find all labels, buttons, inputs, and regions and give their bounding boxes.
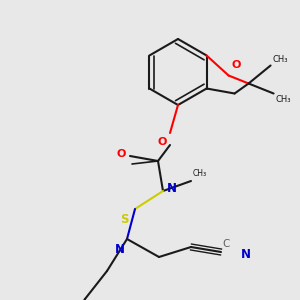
Text: O: O: [117, 149, 126, 159]
Text: O: O: [157, 137, 167, 147]
Text: N: N: [115, 243, 125, 256]
Text: CH₃: CH₃: [276, 95, 291, 104]
Text: N: N: [167, 182, 177, 196]
Text: CH₃: CH₃: [273, 55, 288, 64]
Text: C: C: [222, 239, 230, 249]
Text: S: S: [121, 213, 129, 226]
Text: N: N: [241, 248, 251, 262]
Text: O: O: [232, 59, 241, 70]
Text: CH₃: CH₃: [193, 169, 207, 178]
